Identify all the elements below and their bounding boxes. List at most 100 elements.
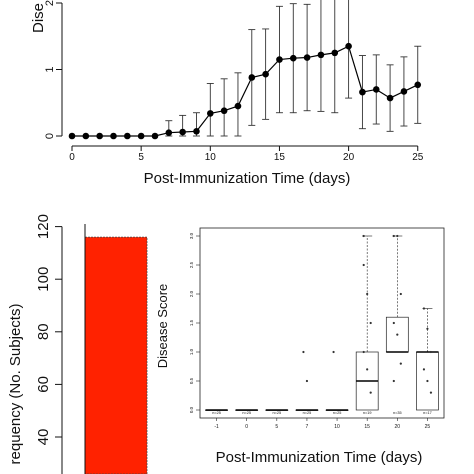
line-chart-data-point (96, 132, 103, 140)
line-chart-x-tick-label: 10 (205, 152, 217, 163)
line-chart-y-tick-label: 0 (44, 133, 56, 139)
line-chart-data-point (345, 42, 352, 50)
box-plot-point (302, 350, 305, 354)
bar-chart-axes: 40 60 80 100 120 (35, 214, 63, 474)
box-plot-y-tick-label: 0.0 (189, 406, 194, 413)
line-chart-data-point (372, 86, 380, 93)
box-plot-n-label: n=25 (333, 411, 342, 415)
box-plot-n-label: n=35 (393, 411, 402, 415)
line-chart-x-tick-label: 20 (343, 152, 355, 163)
line-chart-ylabel: Dise (30, 3, 47, 33)
box-plot-n-label: n=25 (303, 411, 312, 415)
line-chart-data-point (400, 88, 408, 95)
box-plot-point (305, 379, 309, 383)
line-chart-x-tick-label: 5 (138, 152, 144, 163)
bar-chart-y-tick-label: 120 (35, 214, 52, 239)
box-plot-x-tick-label: 15 (364, 424, 370, 430)
line-chart-data-point (359, 88, 366, 96)
line-chart-data-point (82, 132, 90, 140)
line-chart-data-point (68, 132, 76, 140)
line-chart-marks (68, 0, 422, 140)
box-plot-background (152, 206, 474, 474)
box-plot-point (366, 292, 369, 296)
box-plot-x-tick-label: -1 (214, 424, 219, 430)
bar-chart-bar (84, 236, 148, 474)
bar-chart-ylabel: requency (No. Subjects) (7, 304, 24, 465)
box-plot-point (392, 379, 395, 383)
bar-chart-y-tick-label: 100 (35, 267, 52, 292)
box-plot-y-tick-label: 2.5 (189, 261, 194, 268)
box-plot-point (422, 307, 426, 310)
box-plot-point (396, 333, 399, 336)
bar-chart-y-tick-label: 40 (35, 429, 52, 446)
box-plot-axes: 0.0 0.5 1.0 1.5 2.0 2.5 3.0 -1 n=25 0 n=25 5 n=25 7 n=… (189, 227, 445, 430)
box-plot-x-tick-label: 10 (334, 424, 340, 430)
box-plot-xlabel: Post-Immunization Time (days) (216, 449, 423, 466)
box-plot-point (362, 350, 365, 354)
box-plot-point (392, 321, 395, 325)
box-plot-y-tick-label: 0.5 (189, 377, 194, 384)
line-chart-x-tick-label: 25 (412, 152, 424, 163)
line-chart-data-point (317, 51, 325, 59)
line-chart-data-point (207, 110, 214, 117)
line-chart-x-tick-label: 15 (274, 152, 286, 163)
box-plot-y-tick-label: 3.0 (189, 232, 194, 239)
line-chart-data-point (276, 56, 283, 63)
box-plot-y-tick-label: 1.0 (189, 348, 194, 355)
line-chart-series-line (72, 45, 419, 137)
line-chart-y-tick-label: 2 (44, 0, 56, 6)
box-plot-y-tick-label: 1.5 (189, 319, 194, 326)
box-plot-n-label: n=25 (212, 411, 221, 415)
box-plot-ylabel: Disease Score (155, 284, 170, 369)
bar-chart-y-tick-label: 60 (35, 376, 52, 393)
box-plot-n-label: n=17 (423, 411, 432, 415)
box-plot-point (332, 350, 335, 354)
box-plot-x-tick-label: 7 (306, 424, 309, 430)
box-plot-n-label: n=25 (242, 411, 251, 415)
box-plot-point (362, 234, 365, 238)
line-chart-data-point (220, 107, 228, 115)
line-chart-x-tick-label: 0 (69, 152, 75, 163)
line-chart-data-point (151, 132, 159, 140)
line-chart-data-point (331, 49, 339, 57)
line-chart-data-point (289, 54, 297, 62)
box-plot-point (426, 379, 429, 383)
box-plot-n-label: n=25 (273, 411, 282, 415)
line-chart-data-point (248, 74, 256, 81)
line-chart-data-point (303, 54, 311, 61)
box-plot-panel: Disease Score Post-Immunization Time (da… (152, 206, 474, 474)
box-plot-point (392, 234, 395, 238)
line-chart-data-point (414, 81, 422, 89)
box-plot-y-tick-label: 2.0 (189, 290, 194, 297)
line-chart-data-point (165, 129, 173, 136)
box-plot-x-tick-label: 0 (245, 424, 248, 430)
line-chart-data-point (137, 132, 145, 140)
line-chart-data-point (262, 70, 269, 78)
box-plot-point (422, 368, 426, 371)
line-chart-y-tick-label: 1 (44, 66, 56, 72)
box-plot-point (366, 368, 369, 371)
bar-chart-y-tick-label: 80 (35, 323, 52, 340)
box-plot-n-label: n=19 (363, 411, 372, 415)
box-plot-point (362, 263, 365, 267)
box-plot-x-tick-label: 5 (275, 424, 278, 430)
line-chart-xlabel: Post-Immunization Time (days) (144, 170, 351, 187)
bar-chart-panel: requency (No. Subjects) 40 60 80 100 120 (7, 214, 148, 474)
box-plot-point (396, 234, 399, 238)
box-plot-point (369, 391, 372, 394)
box-plot-point (429, 391, 433, 394)
line-chart-data-point (193, 128, 200, 135)
box-plot-point (426, 327, 429, 330)
box-plot-x-tick-label: 20 (395, 424, 401, 430)
line-chart-data-point (386, 94, 394, 102)
line-chart-data-point (234, 102, 242, 110)
line-chart-data-point (179, 128, 186, 136)
line-chart-data-point (124, 132, 131, 140)
box-plot-point (399, 292, 402, 296)
bar-chart-marks (84, 224, 148, 474)
box-plot-point (369, 321, 372, 325)
box-plot-x-tick-label: 25 (425, 424, 431, 430)
